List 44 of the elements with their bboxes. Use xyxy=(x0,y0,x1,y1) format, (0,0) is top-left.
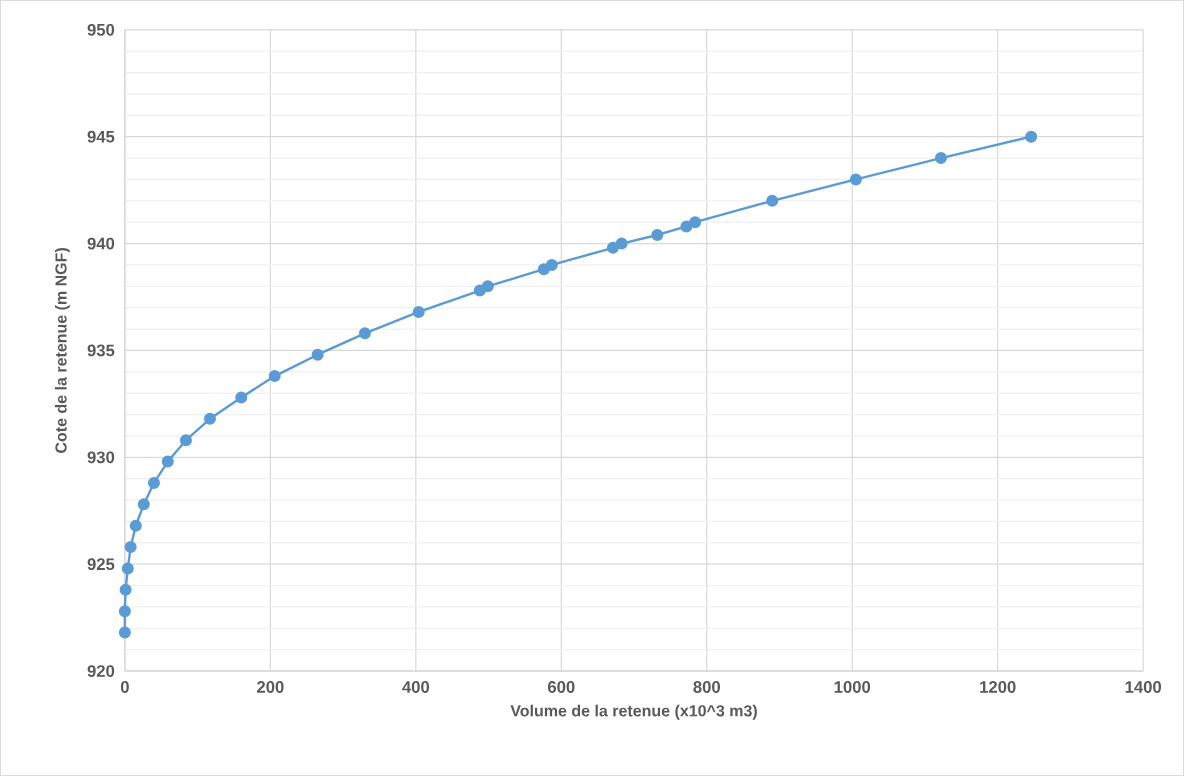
point xyxy=(129,519,142,532)
point xyxy=(358,327,371,340)
point xyxy=(161,455,174,468)
y-tick-label: 950 xyxy=(87,24,115,36)
point xyxy=(615,237,628,250)
x-tick-label: 0 xyxy=(120,681,129,693)
y-axis-title: Cote de la retenue (m NGF) xyxy=(54,248,70,453)
point xyxy=(147,476,160,489)
point xyxy=(849,173,862,186)
x-tick-label: 1000 xyxy=(834,681,871,693)
point xyxy=(766,194,779,207)
point xyxy=(121,562,134,575)
point xyxy=(606,241,619,254)
point xyxy=(203,412,216,425)
point xyxy=(689,216,702,229)
point xyxy=(124,541,137,554)
x-tick-label: 400 xyxy=(402,681,430,693)
x-axis-title: Volume de la retenue (x10^3 m3) xyxy=(510,704,757,720)
point xyxy=(651,229,664,242)
point xyxy=(1025,130,1038,143)
point xyxy=(268,370,281,383)
point xyxy=(545,258,558,271)
x-tick-label: 1400 xyxy=(1125,681,1162,693)
y-tick-label: 930 xyxy=(87,451,115,464)
point xyxy=(481,280,494,293)
y-tick-label: 935 xyxy=(87,344,115,357)
point xyxy=(119,583,132,596)
point xyxy=(680,220,693,233)
point xyxy=(412,306,425,319)
y-tick-label: 925 xyxy=(87,558,115,571)
y-tick-label: 940 xyxy=(87,237,115,250)
point xyxy=(934,152,947,165)
x-tick-label: 200 xyxy=(257,681,284,693)
point xyxy=(311,348,324,361)
y-tick-label: 945 xyxy=(87,130,115,143)
x-tick-label: 600 xyxy=(547,681,575,693)
point xyxy=(118,605,131,618)
point xyxy=(118,626,131,639)
point xyxy=(179,434,192,447)
point xyxy=(235,391,248,404)
x-tick-label: 1200 xyxy=(980,681,1016,693)
point xyxy=(137,498,150,511)
y-tick-label: 920 xyxy=(87,665,115,677)
x-tick-label: 800 xyxy=(693,681,720,693)
